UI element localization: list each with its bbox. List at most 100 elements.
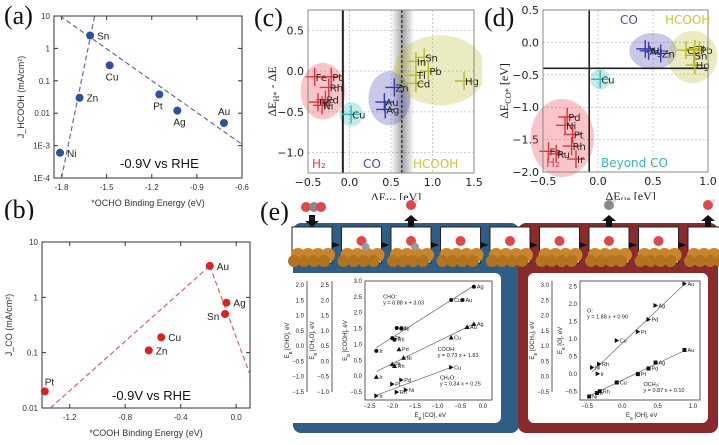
surface-atom [615,255,627,267]
extra-axis-tick-label: 2.5 [541,298,550,304]
data-point [448,334,454,340]
metal-label-au: Au [385,98,398,109]
x-tick-label: -1.2 [145,183,159,192]
surface-atom [565,255,578,267]
x-tick-label: −0.5 [581,404,594,410]
series-name: COOH: [438,347,457,353]
data-point [594,391,599,395]
point-label: Ni [409,388,414,394]
molecule-atom [301,202,311,212]
point-label: Pd [651,367,658,373]
molecule-atom [711,199,715,203]
point-label: Ni [67,149,76,160]
y-tick-label: 0.5 [287,24,305,37]
surface-atom [347,255,360,267]
surface-atom [357,255,370,267]
data-point-pt [40,387,49,396]
metal-label-pb: Pb [700,46,712,57]
arrow-right-icon [381,242,390,248]
cluster-region-h2 [530,98,594,178]
data-point [597,361,602,367]
y-axis-label: ΔECO* [eV] [497,63,513,119]
y-tick-label: 0.1 [27,349,39,358]
surface-atom [644,255,657,267]
data-point [403,387,409,393]
metal-label-pd: Pd [568,113,580,124]
point-label: Ir [601,372,605,378]
data-point [399,326,404,331]
adsorbate-atom [653,236,664,246]
y-tick-label: 1.0 [354,342,363,348]
extra-axis-tick-label: 0.5 [541,359,550,365]
metal-label-cu: Cu [352,110,365,121]
panel-label: (d) [484,3,514,32]
region-label: CO [363,157,381,171]
molecule-atom [309,202,319,212]
x-tick-label: -0.4 [174,413,188,422]
extra-axis-tick-label: 1.0 [296,314,305,320]
y-tick-label: 2.0 [569,302,578,308]
surface-atom [318,255,330,267]
point-label: Zn [156,346,168,357]
data-point-ni [56,148,65,157]
metal-label-re: Re [319,98,332,109]
x-tick-label: -0.8 [118,413,132,422]
reaction-step [684,226,719,267]
data-point [396,346,402,352]
point-label: Cu [620,381,627,387]
plot-frame [307,9,475,174]
point-label: Ag [659,361,666,367]
panel-label: (c) [254,3,283,32]
reaction-step [535,226,583,267]
point-label: Pt [641,372,647,378]
metal-label-rh: Rh [330,83,343,94]
data-point [394,325,399,330]
data-point [401,355,407,360]
fit-line-0 [591,282,687,373]
surface-atom [367,255,380,267]
surface-atom [486,255,498,267]
panel-e: (e) −2.5 −2.0 −1.5 −1.0 −0.5 0.0 −0.5 0.0 0.5 1.0 1… [260,195,719,440]
series-name: CHO: [383,294,397,300]
surface-atom [654,255,667,267]
point-label: Ag [477,322,484,328]
y-tick-label: 2.5 [569,284,578,290]
region-label: HCOOH [665,13,710,27]
adsorbate-atom [554,236,565,246]
inset-frame [364,280,493,401]
point-label: Au [687,282,694,288]
point-label: Pt [153,101,163,112]
metal-label-fe: Fe [550,147,561,158]
extra-axis-tick-label: −1.0 [292,375,305,381]
metal-label-ni: Ni [566,121,576,132]
y-tick-label: 0.01 [34,109,50,118]
fit-line-2 [376,366,452,396]
condition-annotation: -0.9V vs RHE [120,156,199,171]
surface-atom [506,255,518,267]
extra-axis-tick-label: 0.5 [321,344,330,350]
panel-label: (b) [4,195,34,220]
x-tick-label: 0.5 [653,404,662,410]
point-label: Au [466,298,473,304]
point-label: Cu [454,365,461,371]
surface-atom [694,255,706,267]
point-label: Ir [379,349,383,355]
x-tick-label: 1.0 [699,175,717,188]
y-tick-label: 10 [29,238,38,247]
extra-axis-tick-label: 0.0 [321,359,330,365]
y-tick-label: 1E-4 [33,174,50,183]
point-label: Sn [207,312,219,323]
trend-line [59,15,243,145]
point-label: Pt [641,330,647,336]
extra-axis-tick-label: 2.0 [541,314,550,320]
y-tick-label: 1 [34,293,39,302]
surface-atom [714,255,719,267]
metal-label-ag: Ag [386,105,399,116]
point-label: Ag [659,304,666,310]
region-label: H₂ [546,156,560,170]
extra-axis-label: EB [CH₂O], eV [310,321,318,359]
x-tick-label: -1.8 [55,183,69,192]
y-tick-label: 0.5 [354,358,363,364]
data-point [374,348,379,353]
data-point [595,371,601,377]
